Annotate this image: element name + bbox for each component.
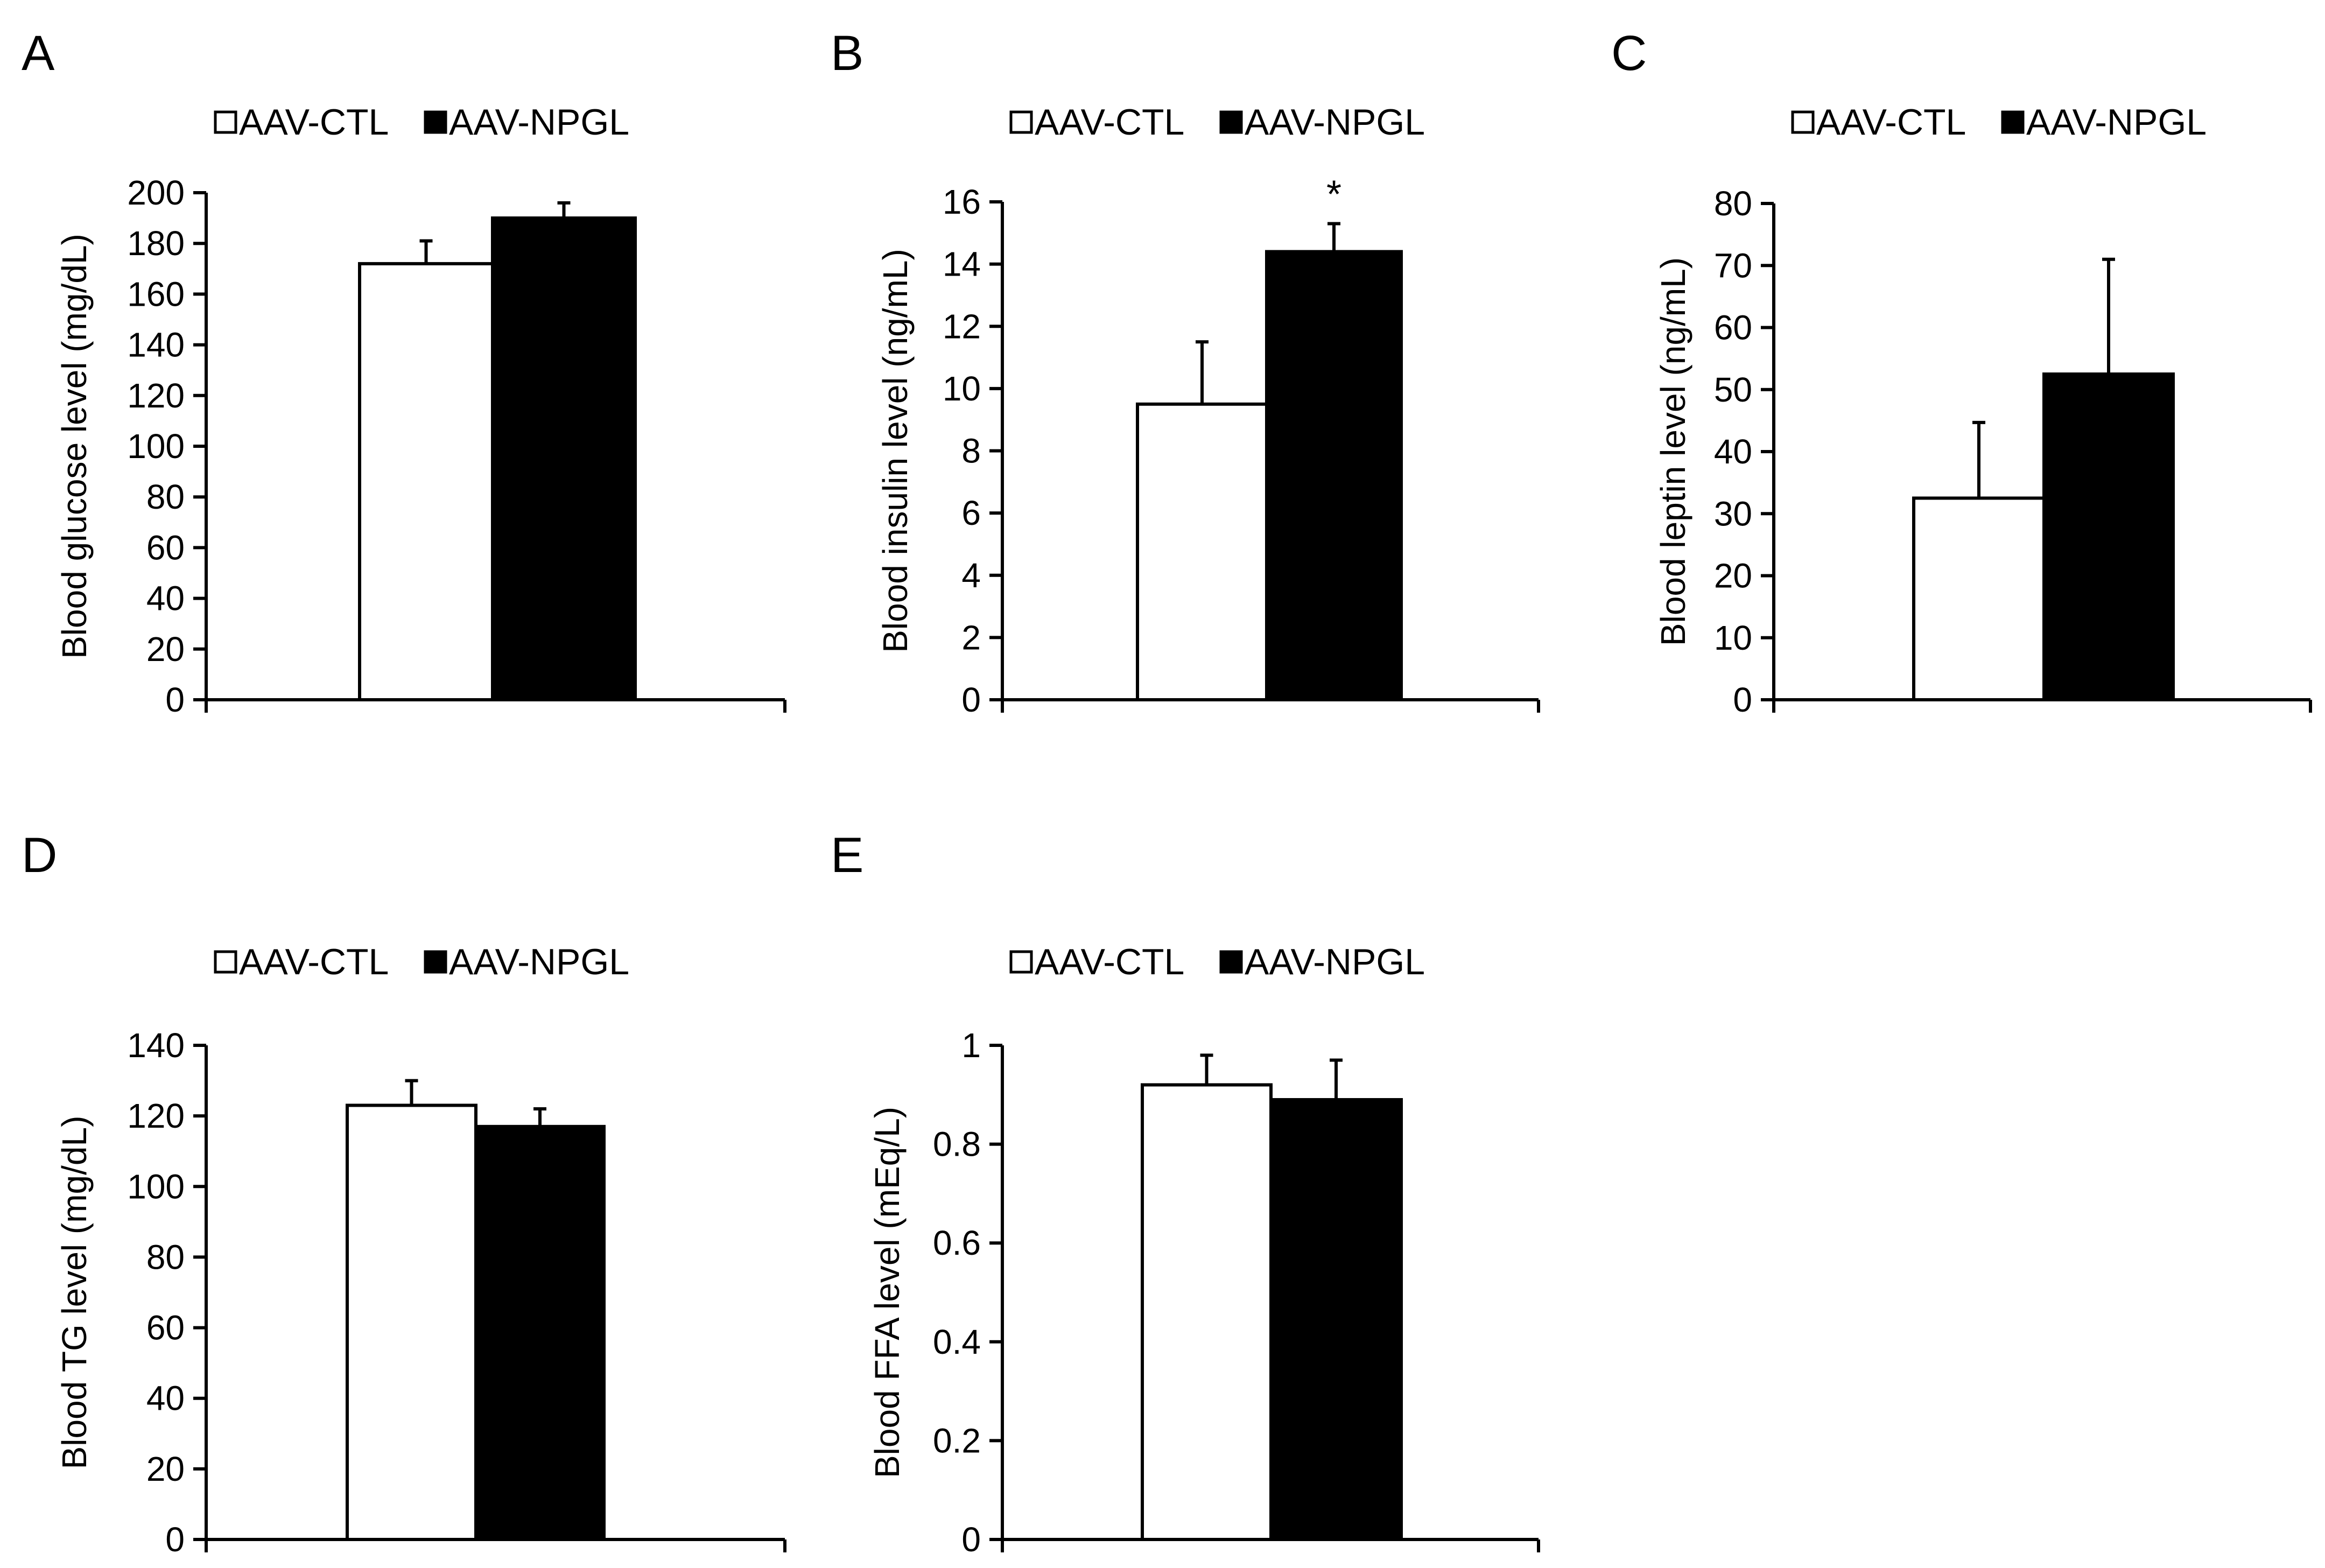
legend-swatch-ctl — [1009, 950, 1033, 974]
y-tick-label: 10 — [1714, 618, 1752, 657]
legend-label-npgl: AAV-NPGL — [1245, 102, 1425, 143]
y-tick-label: 20 — [146, 630, 185, 669]
legend-swatch-ctl — [214, 110, 237, 134]
y-tick-label: 100 — [127, 427, 185, 466]
panel-d: D AAV-CTL AAV-NPGL 0 20 40 60 80 100 120 140 Blood … — [22, 828, 786, 1559]
y-tick-label: 100 — [127, 1167, 185, 1206]
legend-label-npgl: AAV-NPGL — [449, 102, 629, 143]
y-tick-label: 0.4 — [933, 1323, 981, 1361]
y-tick-label: 0 — [961, 1520, 981, 1559]
bar-npgl — [474, 1124, 606, 1541]
y-tick-label: 70 — [1714, 246, 1752, 285]
panel-letter: C — [1611, 26, 1647, 81]
legend: AAV-CTL AAV-NPGL — [214, 102, 629, 143]
bar-ctl — [1912, 496, 2046, 701]
y-tick-label: 12 — [943, 307, 981, 346]
y-tick-label: 0 — [961, 680, 981, 719]
y-tick-label: 80 — [146, 477, 185, 516]
y-tick-label: 0.6 — [933, 1224, 981, 1262]
y-axis-label: Blood TG level (mg/dL) — [55, 1116, 94, 1469]
y-tick-label: 40 — [146, 579, 185, 618]
y-tick-label: 200 — [127, 173, 185, 212]
bar-ctl — [358, 262, 494, 701]
y-tick-label: 80 — [146, 1237, 185, 1276]
y-axis-label: Blood insulin level (ng/mL) — [876, 249, 915, 653]
y-axis-label: Blood leptin level (ng/mL) — [1654, 257, 1692, 646]
legend: AAV-CTL AAV-NPGL — [1009, 102, 1425, 143]
panel-c: C AAV-CTL AAV-NPGL 0 10 20 30 40 50 60 70 80 Blood l… — [1611, 26, 2312, 719]
y-tick-label: 120 — [127, 376, 185, 415]
y-axis-label: Blood glucose level (mg/dL) — [55, 234, 94, 659]
bar-npgl — [1269, 1098, 1403, 1541]
legend: AAV-CTL AAV-NPGL — [1791, 102, 2207, 143]
legend-label-npgl: AAV-NPGL — [2026, 102, 2207, 143]
legend-swatch-npgl — [1219, 110, 1243, 134]
bar-ctl — [346, 1103, 477, 1541]
legend-swatch-npgl — [1219, 950, 1243, 974]
y-tick-label: 60 — [146, 1309, 185, 1347]
bar-ctl — [1136, 402, 1268, 701]
panel-letter: D — [22, 828, 57, 883]
bar-ctl — [1141, 1083, 1273, 1541]
legend: AAV-CTL AAV-NPGL — [214, 941, 629, 982]
y-axis-label: Blood FFA level (mEq/L) — [868, 1107, 907, 1478]
legend-swatch-npgl — [424, 950, 447, 974]
panel-letter: B — [831, 26, 863, 81]
y-tick-label: 0 — [165, 680, 185, 719]
y-tick-label: 140 — [127, 326, 185, 364]
y-tick-label: 160 — [127, 275, 185, 313]
y-tick-label: 60 — [1714, 308, 1752, 347]
y-tick-label: 80 — [1714, 184, 1752, 223]
bar-npgl — [1265, 250, 1403, 701]
legend-label-npgl: AAV-NPGL — [449, 941, 629, 982]
y-tick-label: 16 — [943, 182, 981, 221]
y-tick-label: 0 — [1733, 680, 1752, 719]
panel-e: E AAV-CTL AAV-NPGL 0 0.2 0.4 0.6 0.8 1 Blood FFA … — [831, 828, 1540, 1559]
legend-label-ctl: AAV-CTL — [239, 102, 389, 143]
legend-label-ctl: AAV-CTL — [239, 941, 389, 982]
y-tick-label: 40 — [1714, 432, 1752, 471]
y-tick-label: 120 — [127, 1096, 185, 1135]
y-tick-label: 0.2 — [933, 1421, 981, 1460]
legend-label-ctl: AAV-CTL — [1816, 102, 1966, 143]
legend-swatch-ctl — [214, 950, 237, 974]
legend-swatch-ctl — [1009, 110, 1033, 134]
y-tick-label: 8 — [961, 432, 981, 470]
panel-a: A AAV-CTL AAV-NPGL 0 20 40 60 80 100 120 140 160 180… — [22, 26, 786, 719]
y-tick-label: 140 — [127, 1026, 185, 1065]
y-tick-label: 14 — [943, 245, 981, 284]
y-tick-label: 4 — [961, 556, 981, 595]
legend-label-npgl: AAV-NPGL — [1245, 941, 1425, 982]
y-tick-label: 6 — [961, 494, 981, 532]
y-tick-label: 10 — [943, 369, 981, 408]
legend: AAV-CTL AAV-NPGL — [1009, 941, 1425, 982]
y-tick-label: 20 — [146, 1450, 185, 1488]
panel-b: B AAV-CTL AAV-NPGL * 0 2 4 6 8 10 12 14 16 Blood insu… — [831, 26, 1540, 719]
panel-letter: E — [831, 828, 863, 883]
legend-label-ctl: AAV-CTL — [1035, 941, 1184, 982]
significance-star: * — [1326, 173, 1341, 216]
y-tick-label: 30 — [1714, 494, 1752, 533]
legend-swatch-npgl — [2001, 110, 2025, 134]
y-tick-label: 50 — [1714, 370, 1752, 409]
y-tick-label: 2 — [961, 618, 981, 657]
y-tick-label: 20 — [1714, 557, 1752, 595]
y-tick-label: 1 — [961, 1026, 981, 1065]
y-tick-label: 0 — [165, 1520, 185, 1559]
legend-swatch-ctl — [1791, 110, 1815, 134]
y-tick-label: 180 — [127, 224, 185, 263]
bar-npgl — [2042, 372, 2175, 701]
y-tick-label: 60 — [146, 528, 185, 567]
y-tick-label: 0.8 — [933, 1125, 981, 1164]
legend-swatch-npgl — [424, 110, 447, 134]
bar-npgl — [491, 216, 637, 702]
legend-label-ctl: AAV-CTL — [1035, 102, 1184, 143]
y-tick-label: 40 — [146, 1379, 185, 1418]
panel-letter: A — [22, 26, 55, 81]
